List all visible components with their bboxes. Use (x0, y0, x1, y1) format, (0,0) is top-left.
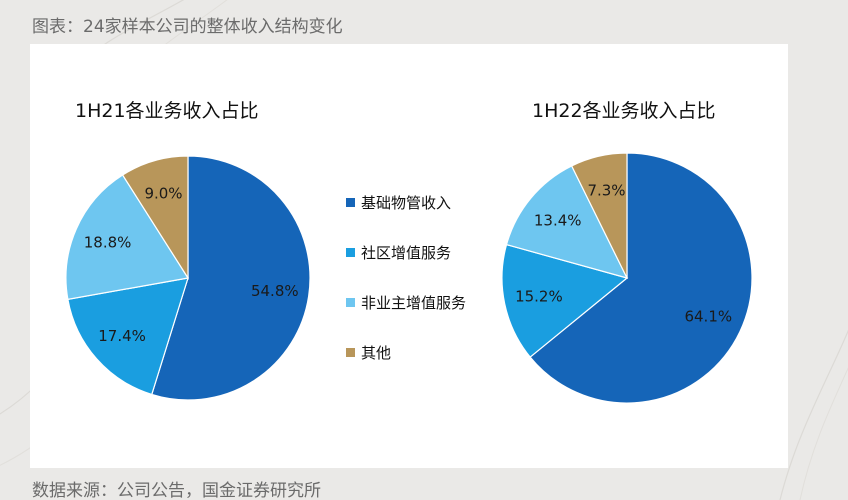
legend-label-community: 社区增值服务 (361, 243, 452, 262)
legend-item-basic: 基础物管收入 (346, 192, 451, 212)
pie-slice-1h21-other (121, 155, 189, 281)
legend-swatch-non-owner (346, 297, 355, 307)
pie-1h21: 54.8% 17.4% 18.8% 9.0% (65, 155, 311, 401)
pie-slice-1h21-basic (151, 155, 311, 401)
legend-item-community: 社区增值服务 (346, 242, 451, 262)
slice-label-1h21-non-owner: 18.8% (84, 234, 132, 252)
pie-slice-1h22-basic (529, 152, 753, 404)
pie-charts: 1H21各业务收入占比 1H22各业务收入占比 54.8% 17.4% 18.8% 9… (65, 100, 753, 404)
chart-title-1h22: 1H22各业务收入占比 (532, 100, 716, 122)
slice-label-1h21-community: 17.4% (98, 327, 146, 345)
slice-label-1h21-other: 9.0% (144, 185, 182, 203)
legend-label-non-owner: 非业主增值服务 (361, 293, 467, 312)
legend-label-basic: 基础物管收入 (361, 193, 452, 212)
pie-slice-1h22-other (570, 152, 628, 279)
legend-swatch-community (346, 247, 355, 257)
slice-label-1h22-other: 7.3% (587, 181, 625, 199)
pie-slice-1h22-community (501, 243, 629, 358)
pie-slice-1h21-community (67, 277, 189, 396)
chart-title-1h21: 1H21各业务收入占比 (75, 100, 259, 122)
slice-label-1h21-basic: 54.8% (251, 282, 299, 300)
pie-slice-1h22-non-owner (505, 165, 629, 279)
figure-title: 图表：24家样本公司的整体收入结构变化 (32, 17, 343, 37)
chart-panel: 1H21各业务收入占比 1H22各业务收入占比 54.8% 17.4% 18.8% 9… (30, 44, 788, 468)
pie-slice-1h21-non-owner (65, 174, 189, 301)
legend-swatch-basic (346, 197, 355, 207)
legend-label-other: 其他 (361, 343, 392, 362)
slice-label-1h22-non-owner: 13.4% (534, 212, 582, 230)
legend-item-non-owner: 非业主增值服务 (346, 292, 466, 312)
slice-label-1h22-basic: 64.1% (684, 308, 732, 326)
source-note: 数据来源：公司公告，国金证券研究所 (32, 481, 321, 500)
legend-swatch-other (346, 347, 355, 357)
legend-item-other: 其他 (346, 342, 391, 362)
pie-1h22: 64.1% 15.2% 13.4% 7.3% (501, 152, 753, 404)
slice-label-1h22-community: 15.2% (515, 288, 563, 306)
